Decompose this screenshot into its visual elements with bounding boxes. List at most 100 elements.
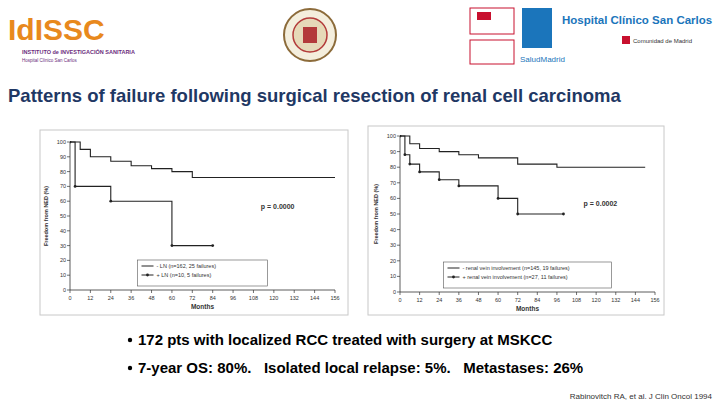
x-tick-label: 72 — [189, 295, 195, 301]
y-tick-label: 50 — [390, 211, 396, 217]
y-tick-label: 60 — [60, 198, 66, 204]
x-tick — [635, 292, 636, 295]
x-tick-label: 0 — [68, 295, 71, 301]
y-tick — [397, 229, 400, 230]
x-tick — [615, 292, 616, 295]
x-tick — [576, 292, 577, 295]
bullet-text: 7-year OS: 80%. Isolated local relapse: … — [138, 359, 583, 376]
x-tick-label: 36 — [128, 295, 134, 301]
x-tick-label: 24 — [436, 297, 442, 303]
legend-label: + renal vein involvement (n=27, 11 failu… — [463, 274, 568, 280]
x-tick — [458, 292, 459, 295]
y-tick — [67, 156, 70, 157]
x-tick — [110, 290, 111, 293]
x-tick — [655, 292, 656, 295]
curve-point — [70, 141, 71, 143]
x-tick-label: 48 — [148, 295, 154, 301]
x-axis — [70, 290, 335, 291]
y-tick — [397, 276, 400, 277]
x-tick — [212, 290, 213, 293]
logo-box — [470, 8, 514, 34]
y-tick — [397, 136, 400, 137]
y-tick-label: 30 — [390, 242, 396, 248]
curve-point — [109, 200, 112, 203]
x-axis — [400, 292, 655, 293]
y-tick — [397, 182, 400, 183]
y-tick-label: 20 — [60, 257, 66, 263]
x-axis-label: Months — [191, 303, 214, 310]
y-tick — [67, 290, 70, 291]
y-tick — [67, 216, 70, 217]
y-tick — [397, 214, 400, 215]
y-tick — [67, 171, 70, 172]
survival-curve — [400, 136, 563, 214]
x-tick-label: 60 — [169, 295, 175, 301]
canvas: IdISSCINSTITUTO de INVESTIGACIÓN SANITAR… — [0, 0, 720, 405]
legend-box — [138, 260, 268, 286]
x-tick-label: 144 — [310, 295, 319, 301]
x-tick — [233, 290, 234, 293]
bullet-dot — [128, 338, 132, 342]
x-tick-label: 0 — [398, 297, 401, 303]
x-tick — [335, 290, 336, 293]
legend-label: - LN (n=162, 25 failures) — [157, 263, 217, 269]
y-tick — [67, 260, 70, 261]
logo-text: SaludMadrid — [520, 55, 565, 64]
y-tick — [397, 245, 400, 246]
y-tick — [67, 201, 70, 202]
x-tick — [90, 290, 91, 293]
x-tick — [192, 290, 193, 293]
x-tick-label: 60 — [495, 297, 501, 303]
y-tick — [397, 167, 400, 168]
curve-point — [457, 185, 460, 188]
x-tick-label: 132 — [611, 297, 620, 303]
x-tick-label: 96 — [230, 295, 236, 301]
y-tick-label: 80 — [60, 169, 66, 175]
x-tick-label: 12 — [417, 297, 423, 303]
y-tick-label: 50 — [60, 213, 66, 219]
curve-point — [438, 178, 441, 181]
survival-curve — [400, 136, 645, 167]
logo-right: SaludMadridHospital Clínico San CarlosCo… — [470, 8, 712, 64]
x-tick — [273, 290, 274, 293]
x-tick — [131, 290, 132, 293]
y-tick-label: 40 — [60, 228, 66, 234]
y-tick-label: 90 — [60, 154, 66, 160]
survival-curve — [70, 142, 335, 178]
curve-point — [404, 153, 407, 156]
logo-box — [470, 40, 514, 64]
logo-mark — [522, 8, 552, 48]
legend-swatch — [142, 275, 154, 276]
curve-point — [562, 213, 565, 216]
x-tick-label: 108 — [572, 297, 581, 303]
x-tick-label: 156 — [650, 297, 659, 303]
x-tick-label: 120 — [269, 295, 278, 301]
logo-text: IdISSC — [8, 13, 105, 46]
logo-flag — [477, 12, 491, 20]
bullet-text: 172 pts with localized RCC treated with … — [138, 331, 552, 348]
x-tick-label: 156 — [330, 295, 339, 301]
x-tick — [70, 290, 71, 293]
x-tick — [151, 290, 152, 293]
p-value: p = 0.0000 — [261, 203, 295, 211]
y-tick-label: 30 — [60, 243, 66, 249]
seal-core — [293, 18, 327, 52]
y-tick-label: 100 — [57, 139, 66, 145]
logo-text: Hospital Clínico San Carlos — [562, 14, 712, 26]
y-axis-label: Freedom from NED (%) — [43, 186, 49, 246]
x-tick-label: 132 — [290, 295, 299, 301]
x-tick-label: 36 — [456, 297, 462, 303]
slide: IdISSCINSTITUTO de INVESTIGACIÓN SANITAR… — [0, 0, 720, 405]
slide-title: Patterns of failure following surgical r… — [8, 85, 621, 106]
plot-area — [400, 135, 645, 215]
y-tick — [397, 198, 400, 199]
x-tick-label: 84 — [534, 297, 540, 303]
curve-point — [211, 244, 214, 247]
x-tick — [253, 290, 254, 293]
legend-swatch — [448, 277, 460, 278]
legend: - LN (n=162, 25 failures)+ LN (n=10, 5 f… — [138, 260, 268, 286]
x-tick — [171, 290, 172, 293]
x-tick — [498, 292, 499, 295]
chart-frame — [368, 126, 664, 315]
y-tick — [67, 142, 70, 143]
